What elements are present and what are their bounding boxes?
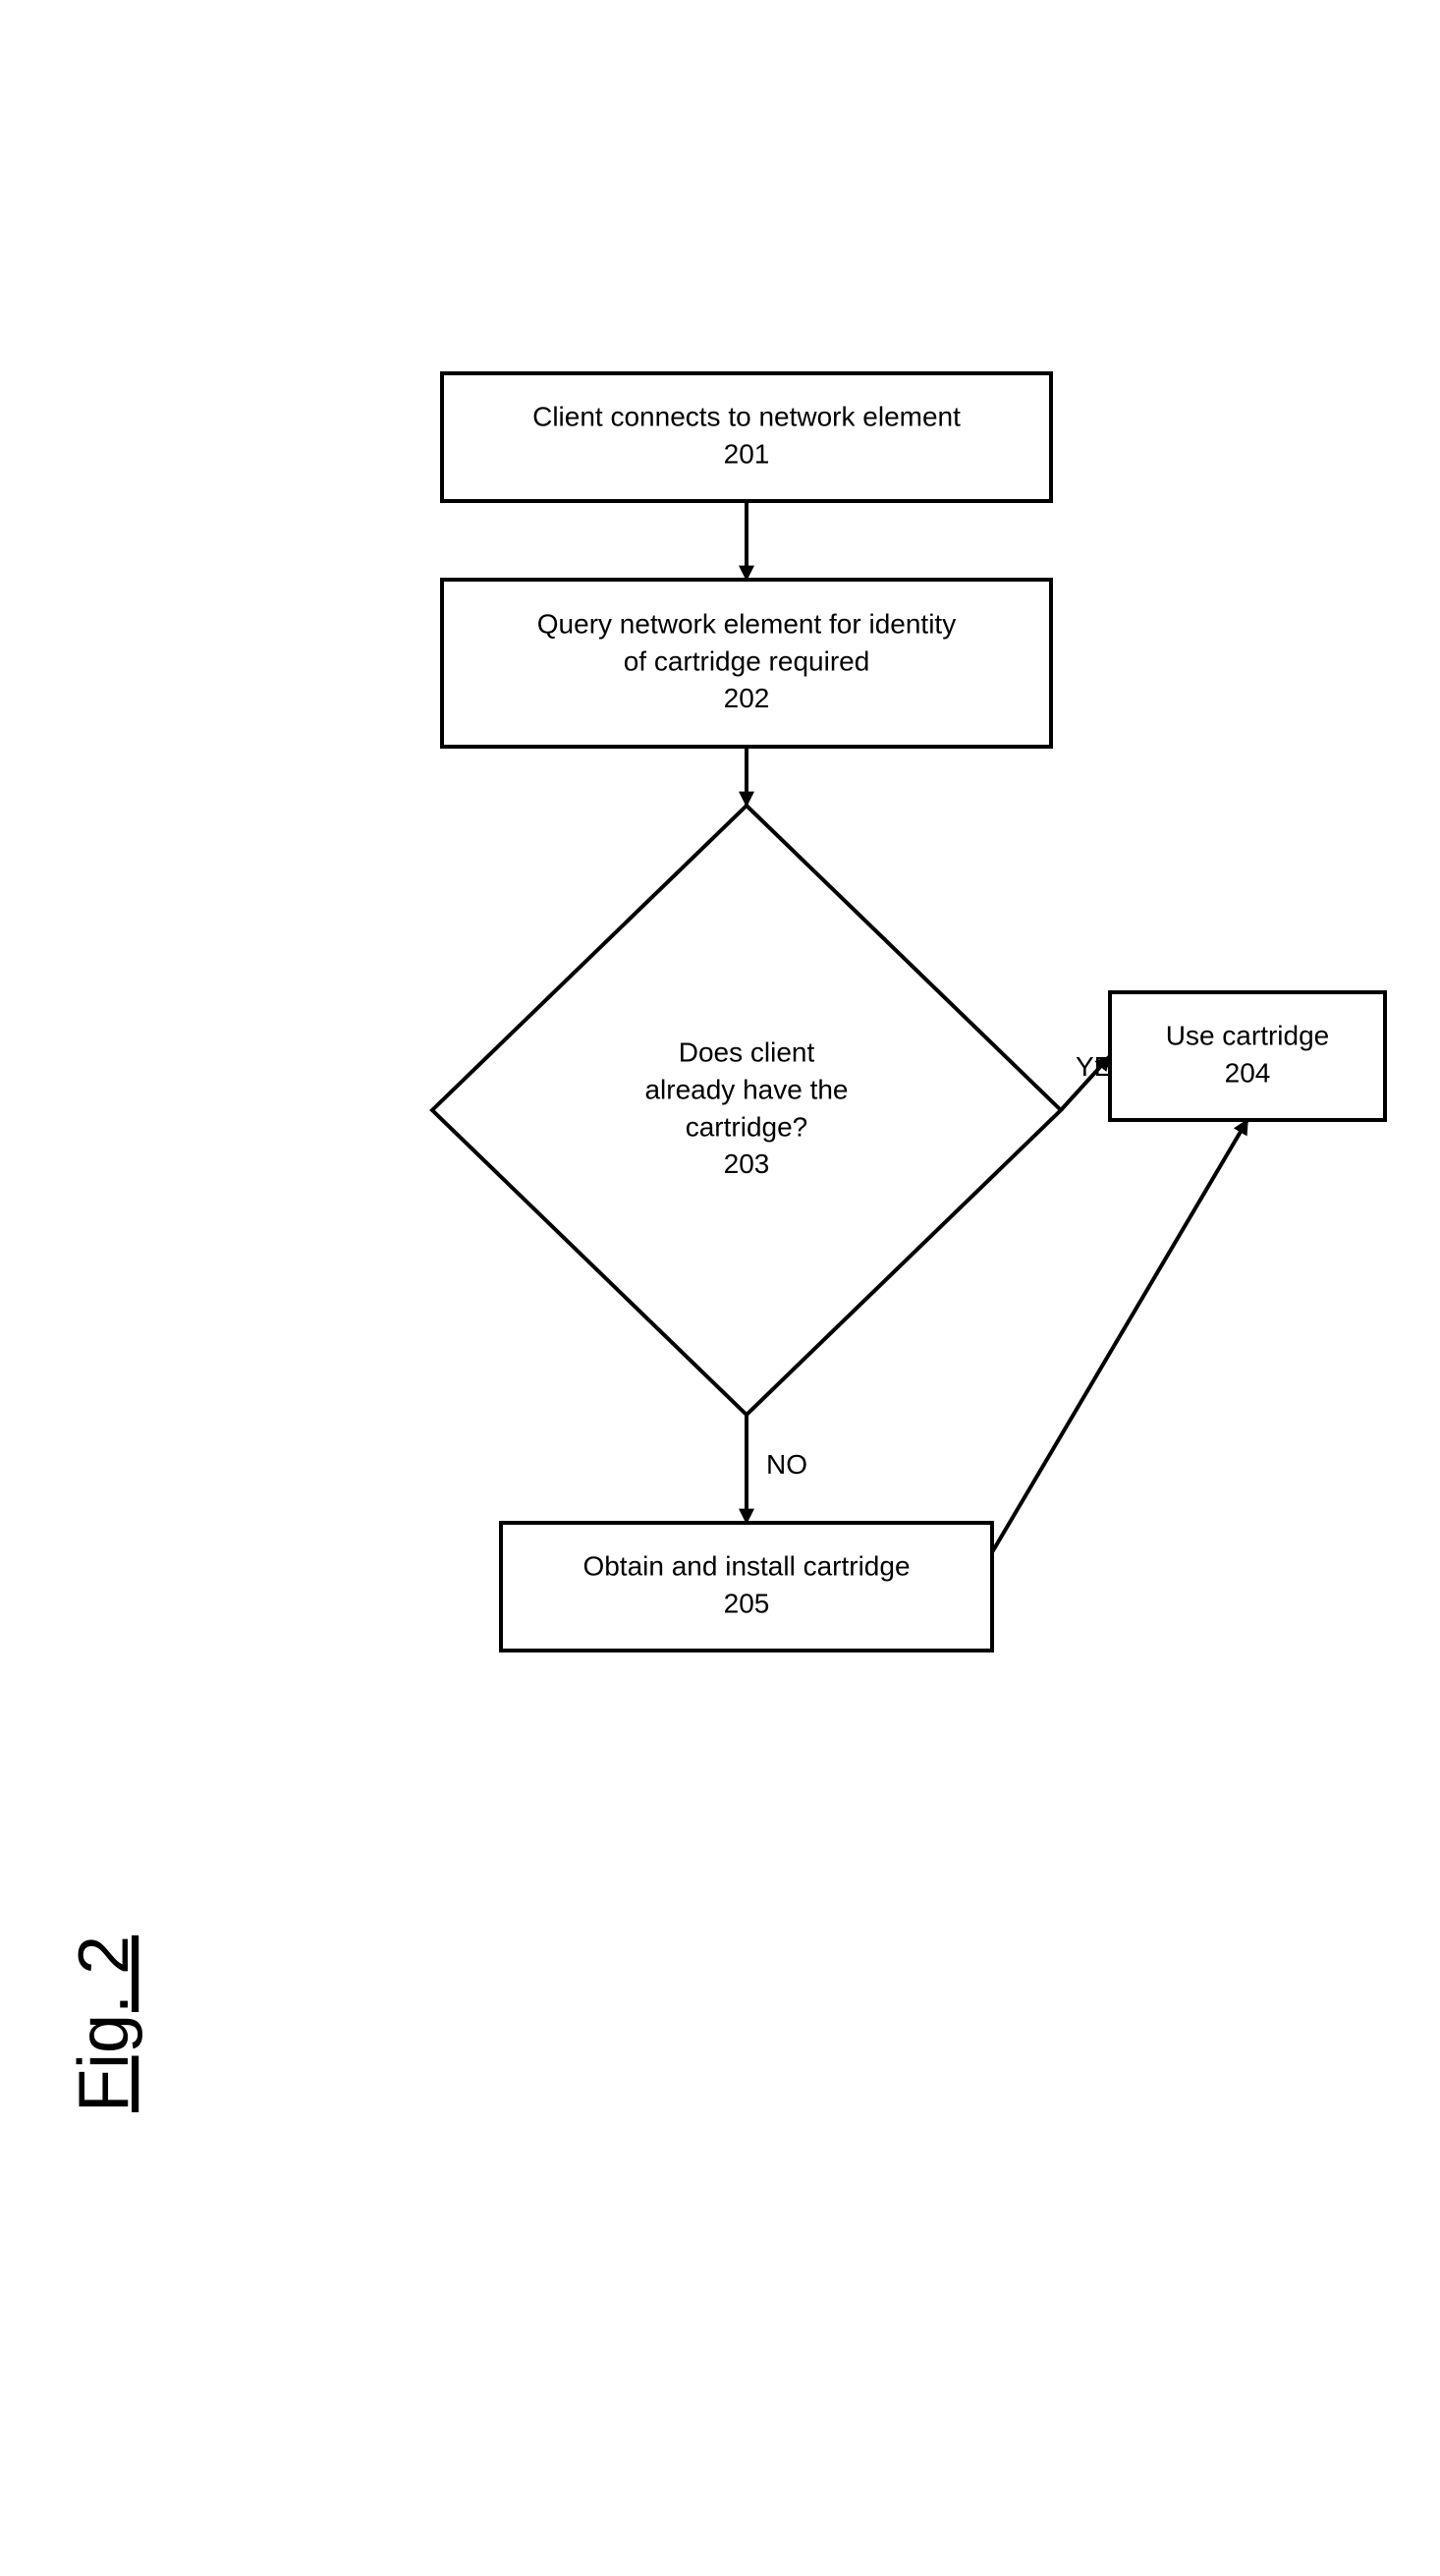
node-n202-line-2: 202 <box>724 683 770 713</box>
node-n202-line-1: of cartridge required <box>624 645 870 676</box>
node-n201 <box>442 373 1051 501</box>
node-n203-line-1: already have the <box>644 1074 848 1104</box>
figure-label: Fig. 2 <box>65 1935 143 2112</box>
edge-label-no: NO <box>766 1449 807 1480</box>
node-n202-line-0: Query network element for identity <box>537 609 956 640</box>
node-n205 <box>501 1523 992 1651</box>
node-n203-line-3: 203 <box>724 1148 770 1179</box>
node-n204 <box>1110 992 1385 1120</box>
node-n203-line-2: cartridge? <box>686 1111 808 1142</box>
node-n201-line-0: Client connects to network element <box>532 401 961 431</box>
node-n205-line-0: Obtain and install cartridge <box>582 1550 910 1581</box>
node-n204-line-1: 204 <box>1225 1057 1271 1088</box>
node-n203-line-0: Does client <box>679 1037 815 1068</box>
node-n201-line-1: 201 <box>724 438 770 469</box>
node-n205-line-1: 205 <box>724 1588 770 1618</box>
node-n204-line-0: Use cartridge <box>1166 1020 1330 1050</box>
